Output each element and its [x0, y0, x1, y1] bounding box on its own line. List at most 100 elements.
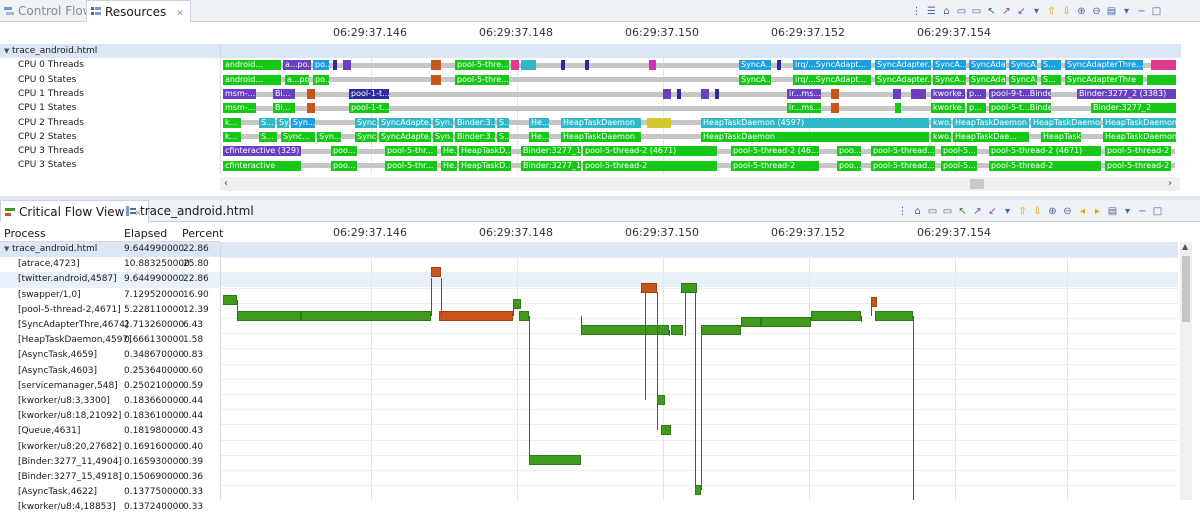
minimize-icon[interactable]: − [1138, 205, 1147, 217]
thread-segment[interactable] [649, 60, 656, 71]
follow-icon[interactable]: ↗ [1002, 5, 1011, 17]
tree-root-row[interactable]: ▼ trace_android.html [0, 44, 220, 58]
column-header-elapsed[interactable]: Elapsed [124, 227, 168, 240]
thread-segment[interactable]: kwo... [931, 131, 951, 142]
thread-segment[interactable]: pool-1-t... [349, 89, 389, 100]
thread-segment[interactable]: Binder:3277_1... [521, 146, 581, 157]
thread-segment[interactable]: kworke... [931, 89, 965, 100]
thread-segment[interactable] [307, 103, 315, 114]
table-row[interactable]: [SyncAdapterThre,4674] 2.713260000 6.43 [0, 318, 220, 333]
table-row[interactable]: [atrace,4723] 10.883250000 25.80 [0, 257, 220, 272]
thread-segment[interactable] [831, 103, 839, 114]
expand-icon[interactable]: ▼ [4, 47, 10, 55]
thread-segment[interactable]: po... [313, 74, 329, 85]
tree-row[interactable]: CPU 0 States [0, 73, 220, 87]
table-row[interactable]: [Queue,4631] 0.181980000 0.43 [0, 424, 220, 439]
next-event-icon[interactable]: ▸ [1094, 205, 1101, 217]
thread-segment[interactable]: HeapTaskD... [459, 160, 511, 171]
maximize-icon[interactable]: □ [1152, 205, 1163, 217]
tab-trace-android[interactable]: trace_android.html [122, 200, 260, 222]
thread-segment[interactable]: p... [967, 89, 986, 100]
thread-segment[interactable]: android... [223, 60, 281, 71]
thread-segment[interactable] [777, 60, 781, 71]
flow-segment[interactable] [741, 317, 761, 327]
tab-critical-flow-view[interactable]: Critical Flow View ✕ [0, 200, 149, 222]
zoom-in-icon[interactable]: ⊕ [1077, 5, 1086, 17]
column-header-percent[interactable]: Percent [182, 227, 224, 240]
thread-segment[interactable]: SyncAdapte... [379, 131, 431, 142]
arrow-down-icon[interactable]: ⇩ [1033, 205, 1042, 217]
thread-segment[interactable]: SyncAdapte... [379, 117, 431, 128]
table-row[interactable]: [Binder:3277_15,4918] 0.150690000 0.36 [0, 470, 220, 485]
thread-segment[interactable] [663, 89, 671, 100]
thread-segment[interactable]: ir...ms... [787, 103, 821, 114]
table-row[interactable]: [twitter.android,4587] 9.644990000 22.86 [0, 272, 220, 288]
thread-segment[interactable]: HeapTaskDaemon [701, 131, 929, 142]
thread-segment[interactable]: Binder:3277_2 (3383) [1077, 89, 1176, 100]
flow-segment[interactable] [581, 325, 669, 335]
thread-segment[interactable]: HeapTaskDaemon [561, 117, 641, 128]
close-icon[interactable]: ✕ [176, 9, 184, 19]
chevron-down-icon[interactable]: ▾ [1124, 205, 1131, 217]
chevron-down-icon[interactable]: ▾ [1123, 5, 1130, 17]
thread-segment[interactable]: HeapTaskDaemon [1103, 131, 1176, 142]
thread-segment[interactable]: Syn... [433, 117, 453, 128]
thread-segment[interactable] [521, 60, 536, 71]
thread-segment[interactable] [715, 89, 719, 100]
bookmark-next-icon[interactable]: ▭ [971, 5, 982, 17]
thread-segment[interactable]: SyncA... [1009, 74, 1037, 85]
table-row[interactable]: [AsyncTask,4603] 0.253640000 0.60 [0, 364, 220, 379]
thread-segment[interactable]: pool-5-thr... [385, 160, 437, 171]
thread-segment[interactable]: HeapTaskD... [459, 146, 511, 157]
table-row[interactable]: [HeapTaskDaemon,4597] 0.666130000 1.58 [0, 333, 220, 348]
thread-segment[interactable]: po... [313, 60, 329, 71]
thread-segment[interactable]: Binder:3277_15 [521, 160, 581, 171]
thread-segment[interactable]: msm-... [223, 103, 256, 114]
table-row[interactable]: [AsyncTask,4659] 0.348670000 0.83 [0, 348, 220, 363]
thread-segment[interactable] [677, 89, 681, 100]
thread-segment[interactable]: He... [529, 117, 549, 128]
tree-row[interactable]: CPU 1 Threads [0, 87, 220, 101]
select-icon[interactable]: ↖ [958, 205, 967, 217]
table-row[interactable]: [kworker/u8:4,18853] 0.137240000 0.33 [0, 500, 220, 515]
thread-segment[interactable]: Sync... [355, 131, 377, 142]
thread-segment[interactable]: Syn... [291, 117, 315, 128]
thread-segment[interactable]: HeapTaskDaemon [1031, 117, 1101, 128]
thread-segment[interactable]: HeapTask... [1041, 131, 1081, 142]
legend-icon[interactable]: ⋮ [897, 205, 908, 217]
scroll-left-icon[interactable]: ‹ [224, 178, 228, 189]
thread-segment[interactable]: SyncAdapter... [875, 60, 931, 71]
thread-segment[interactable]: Syn... [277, 117, 289, 128]
view-menu-icon[interactable]: ▤ [1107, 205, 1118, 217]
thread-segment[interactable]: He... [441, 146, 457, 157]
thread-segment[interactable]: S... [259, 117, 275, 128]
thread-segment[interactable] [895, 103, 901, 114]
tree-row[interactable]: CPU 2 Threads [0, 116, 220, 130]
resources-timeline[interactable]: android...a...po...po...pool-5-thre...Sy… [220, 44, 1181, 174]
thread-segment[interactable] [333, 60, 337, 71]
thread-segment[interactable]: Binder:3... [455, 117, 495, 128]
thread-segment[interactable]: k... [223, 131, 241, 142]
thread-segment[interactable]: a...po... [285, 74, 309, 85]
thread-segment[interactable]: SyncAdapterThre... [1065, 60, 1143, 71]
thread-segment[interactable]: pool-5-thread-2 [583, 160, 717, 171]
flow-segment[interactable] [431, 267, 441, 277]
bookmark-next-icon[interactable]: ▭ [942, 205, 953, 217]
thread-segment[interactable] [647, 117, 671, 128]
thread-segment[interactable]: Syn... [433, 131, 453, 142]
flow-segment[interactable] [513, 299, 521, 309]
thread-segment[interactable]: Binder:3277_2 [1091, 103, 1176, 114]
thread-segment[interactable] [893, 89, 901, 100]
thread-segment[interactable]: p... [967, 103, 986, 114]
scroll-up-icon[interactable]: ▲ [1182, 242, 1189, 251]
bookmark-icon[interactable]: ▭ [956, 5, 967, 17]
legend-icon[interactable]: ⋮ [911, 5, 922, 17]
thread-segment[interactable]: pool-5-thread-2 [1105, 146, 1171, 157]
tab-control-flow[interactable]: Control Flow [0, 0, 99, 22]
thread-segment[interactable]: Bi... [273, 89, 295, 100]
thread-segment[interactable]: pool-5... [941, 146, 977, 157]
thread-segment[interactable]: SyncA... [1009, 60, 1037, 71]
tab-resources[interactable]: Resources ✕ [86, 0, 191, 22]
table-row[interactable]: [kworker/u8:20,27682] 0.169160000 0.40 [0, 440, 220, 455]
thread-segment[interactable]: ir...ms... [787, 89, 821, 100]
